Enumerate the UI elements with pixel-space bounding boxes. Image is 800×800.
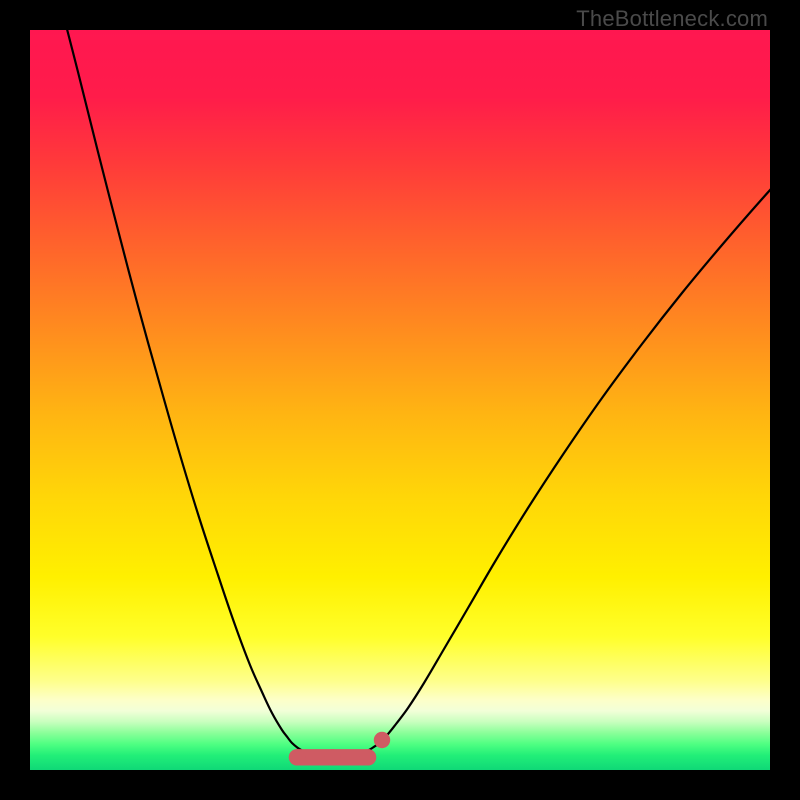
plot-area [30, 30, 770, 770]
gradient-background [30, 30, 770, 770]
watermark-text: TheBottleneck.com [576, 6, 768, 32]
